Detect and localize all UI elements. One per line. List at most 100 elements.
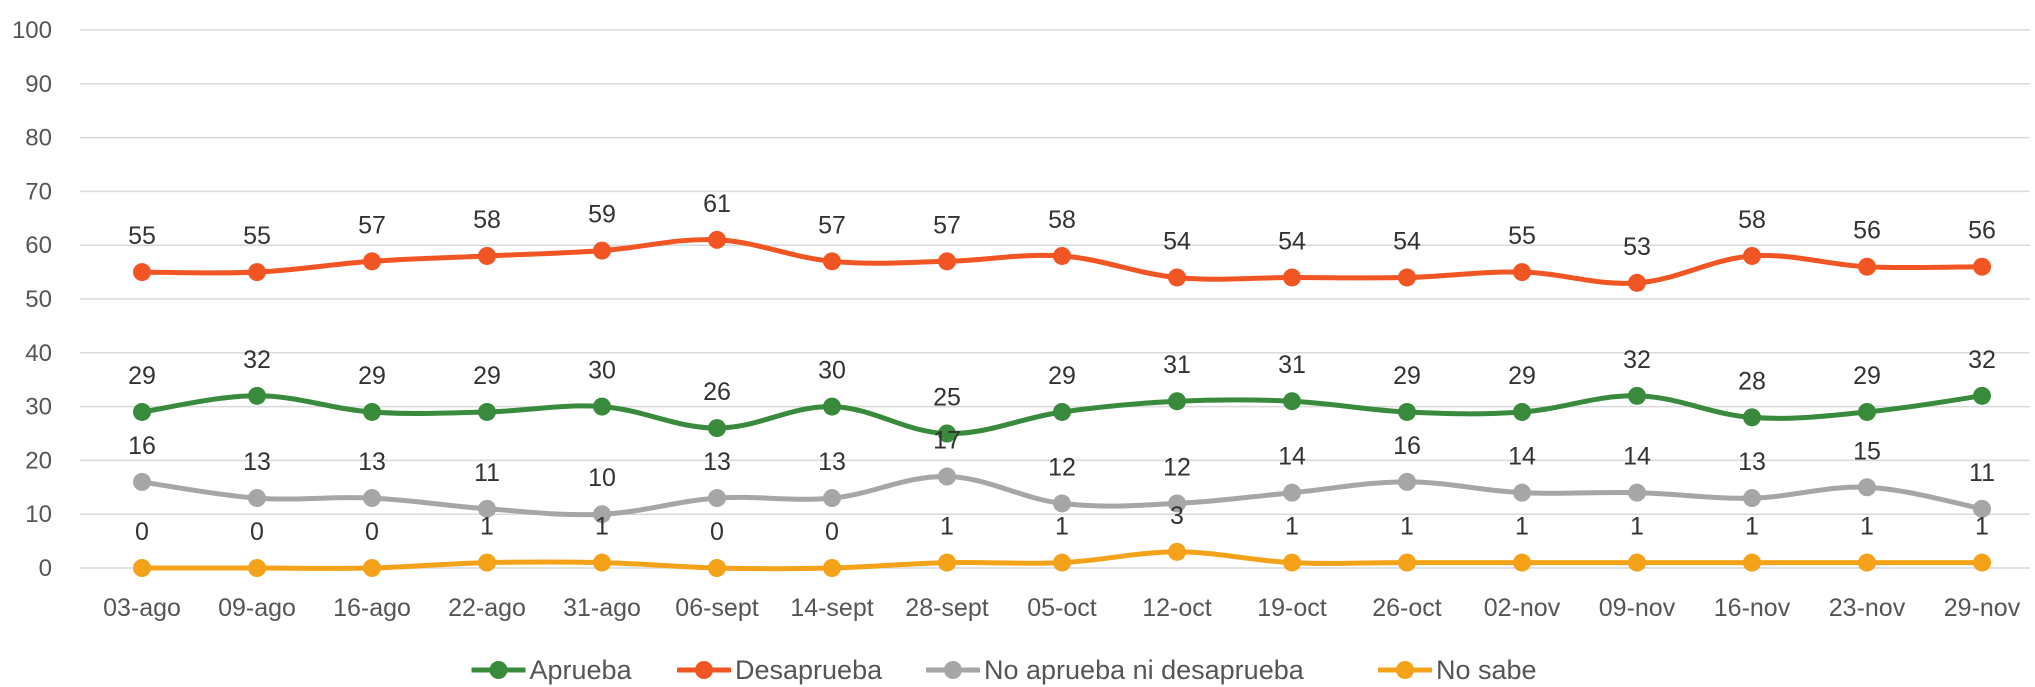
x-tick-label: 16-nov bbox=[1714, 594, 1791, 622]
data-label-aprueba: 32 bbox=[1968, 346, 1996, 374]
data-label-no-aprueba-ni-desaprueba: 13 bbox=[818, 448, 846, 476]
x-tick-label: 23-nov bbox=[1829, 594, 1906, 622]
data-point-no-aprueba-ni-desaprueba bbox=[938, 467, 956, 486]
data-point-aprueba bbox=[1168, 392, 1186, 411]
data-label-no-sabe: 1 bbox=[1975, 513, 1989, 541]
data-label-aprueba: 29 bbox=[473, 362, 501, 390]
data-label-desaprueba: 55 bbox=[128, 222, 156, 250]
y-tick-label: 10 bbox=[25, 501, 52, 528]
data-label-no-sabe: 0 bbox=[365, 518, 379, 546]
data-label-no-sabe: 1 bbox=[1860, 513, 1874, 541]
x-tick-label: 19-oct bbox=[1257, 594, 1327, 622]
x-tick-label: 09-ago bbox=[218, 594, 296, 622]
y-tick-label: 30 bbox=[25, 394, 52, 421]
data-point-desaprueba bbox=[1513, 263, 1531, 282]
legend-item-desaprueba: Desaprueba bbox=[677, 655, 883, 685]
legend-item-no-aprueba-ni-desaprueba: No aprueba ni desaprueba bbox=[926, 655, 1305, 685]
data-point-desaprueba bbox=[938, 252, 956, 271]
data-label-no-aprueba-ni-desaprueba: 14 bbox=[1508, 443, 1536, 471]
legend-label: Aprueba bbox=[530, 655, 633, 685]
data-point-aprueba bbox=[478, 402, 496, 421]
y-tick-label: 90 bbox=[25, 71, 52, 98]
data-point-desaprueba bbox=[708, 230, 726, 249]
data-label-aprueba: 29 bbox=[1853, 362, 1881, 390]
data-point-no-sabe bbox=[1743, 553, 1761, 572]
data-label-no-aprueba-ni-desaprueba: 13 bbox=[1738, 448, 1766, 476]
x-tick-label: 26-oct bbox=[1372, 594, 1442, 622]
data-label-no-aprueba-ni-desaprueba: 15 bbox=[1853, 437, 1881, 465]
data-label-aprueba: 30 bbox=[588, 357, 616, 385]
data-point-no-sabe bbox=[1283, 553, 1301, 572]
legend-swatch-marker bbox=[695, 661, 713, 679]
data-point-no-aprueba-ni-desaprueba bbox=[1053, 494, 1071, 513]
data-point-no-aprueba-ni-desaprueba bbox=[133, 472, 151, 491]
legend-swatch-marker bbox=[944, 661, 962, 679]
data-point-no-sabe bbox=[248, 559, 266, 577]
data-label-desaprueba: 55 bbox=[243, 222, 271, 250]
data-label-no-sabe: 1 bbox=[1400, 513, 1414, 541]
data-point-no-aprueba-ni-desaprueba bbox=[593, 505, 611, 524]
data-label-no-sabe: 0 bbox=[250, 518, 264, 546]
data-label-no-sabe: 1 bbox=[1055, 513, 1069, 541]
data-label-desaprueba: 53 bbox=[1623, 233, 1651, 261]
data-label-no-aprueba-ni-desaprueba: 14 bbox=[1278, 443, 1306, 471]
data-point-desaprueba bbox=[1743, 246, 1761, 265]
data-label-aprueba: 29 bbox=[1393, 362, 1421, 390]
data-label-no-aprueba-ni-desaprueba: 17 bbox=[933, 427, 961, 455]
x-tick-label: 12-oct bbox=[1142, 594, 1212, 622]
data-label-desaprueba: 58 bbox=[473, 206, 501, 234]
data-label-no-aprueba-ni-desaprueba: 11 bbox=[1969, 459, 1995, 487]
data-point-no-aprueba-ni-desaprueba bbox=[708, 489, 726, 508]
data-point-aprueba bbox=[1743, 408, 1761, 427]
data-point-desaprueba bbox=[248, 263, 266, 282]
x-tick-label: 14-sept bbox=[790, 594, 873, 622]
data-point-no-sabe bbox=[1513, 553, 1531, 572]
y-tick-label: 20 bbox=[25, 447, 52, 474]
data-label-no-aprueba-ni-desaprueba: 16 bbox=[128, 432, 156, 460]
data-label-desaprueba: 54 bbox=[1163, 227, 1191, 255]
data-point-aprueba bbox=[1053, 402, 1071, 421]
data-label-no-sabe: 1 bbox=[1630, 513, 1644, 541]
y-tick-label: 60 bbox=[25, 232, 52, 259]
data-label-desaprueba: 54 bbox=[1393, 227, 1421, 255]
data-label-no-sabe: 1 bbox=[480, 513, 494, 541]
x-tick-label: 16-ago bbox=[333, 594, 411, 622]
x-axis-ticks: 03-ago 09-ago 16-ago 22-ago 31-ago 06-sept 14-… bbox=[103, 594, 2021, 622]
data-label-no-aprueba-ni-desaprueba: 12 bbox=[1163, 453, 1191, 481]
data-point-no-sabe bbox=[478, 553, 496, 572]
legend-label: No aprueba ni desaprueba bbox=[984, 655, 1305, 685]
x-tick-label: 05-oct bbox=[1027, 594, 1097, 622]
y-axis-ticks: 0 10 20 30 40 50 60 70 80 90 100 bbox=[12, 17, 52, 582]
data-point-aprueba bbox=[823, 397, 841, 416]
data-point-no-sabe bbox=[1858, 553, 1876, 572]
data-point-no-sabe bbox=[1398, 553, 1416, 572]
data-point-aprueba bbox=[1973, 386, 1991, 405]
data-label-desaprueba: 58 bbox=[1738, 206, 1766, 234]
data-label-desaprueba: 56 bbox=[1853, 217, 1881, 245]
data-point-no-aprueba-ni-desaprueba bbox=[1283, 483, 1301, 502]
data-label-aprueba: 29 bbox=[358, 362, 386, 390]
data-point-no-sabe bbox=[363, 559, 381, 577]
data-point-aprueba bbox=[248, 386, 266, 405]
data-point-no-sabe bbox=[1973, 553, 1991, 572]
x-tick-label: 06-sept bbox=[675, 594, 758, 622]
data-label-aprueba: 32 bbox=[243, 346, 271, 374]
data-label-aprueba: 29 bbox=[1508, 362, 1536, 390]
data-label-no-sabe: 1 bbox=[1745, 513, 1759, 541]
data-point-desaprueba bbox=[1283, 268, 1301, 287]
data-point-desaprueba bbox=[1398, 268, 1416, 287]
data-label-desaprueba: 56 bbox=[1968, 217, 1996, 245]
data-label-aprueba: 29 bbox=[128, 362, 156, 390]
data-label-aprueba: 25 bbox=[933, 384, 961, 412]
data-point-no-aprueba-ni-desaprueba bbox=[1628, 483, 1646, 502]
data-label-no-sabe: 3 bbox=[1170, 502, 1184, 530]
data-point-desaprueba bbox=[1858, 257, 1876, 276]
data-point-aprueba bbox=[1858, 402, 1876, 421]
data-label-no-sabe: 0 bbox=[135, 518, 149, 546]
legend-item-aprueba: Aprueba bbox=[471, 655, 633, 685]
data-point-no-aprueba-ni-desaprueba bbox=[1398, 472, 1416, 491]
data-label-desaprueba: 61 bbox=[703, 190, 731, 218]
y-tick-label: 70 bbox=[25, 178, 52, 205]
data-point-no-aprueba-ni-desaprueba bbox=[478, 499, 496, 518]
